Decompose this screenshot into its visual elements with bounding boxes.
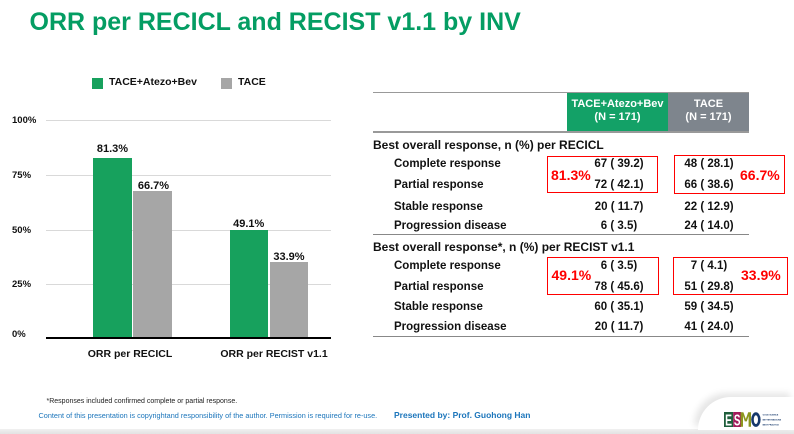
svg-text:E: E: [725, 413, 732, 427]
svg-text:BETTER MEDICINE: BETTER MEDICINE: [763, 420, 782, 422]
svg-text:BEST PRACTICE: BEST PRACTICE: [763, 423, 780, 426]
svg-text:S: S: [734, 413, 741, 427]
svg-text:GOOD SCIENCE: GOOD SCIENCE: [763, 415, 779, 417]
